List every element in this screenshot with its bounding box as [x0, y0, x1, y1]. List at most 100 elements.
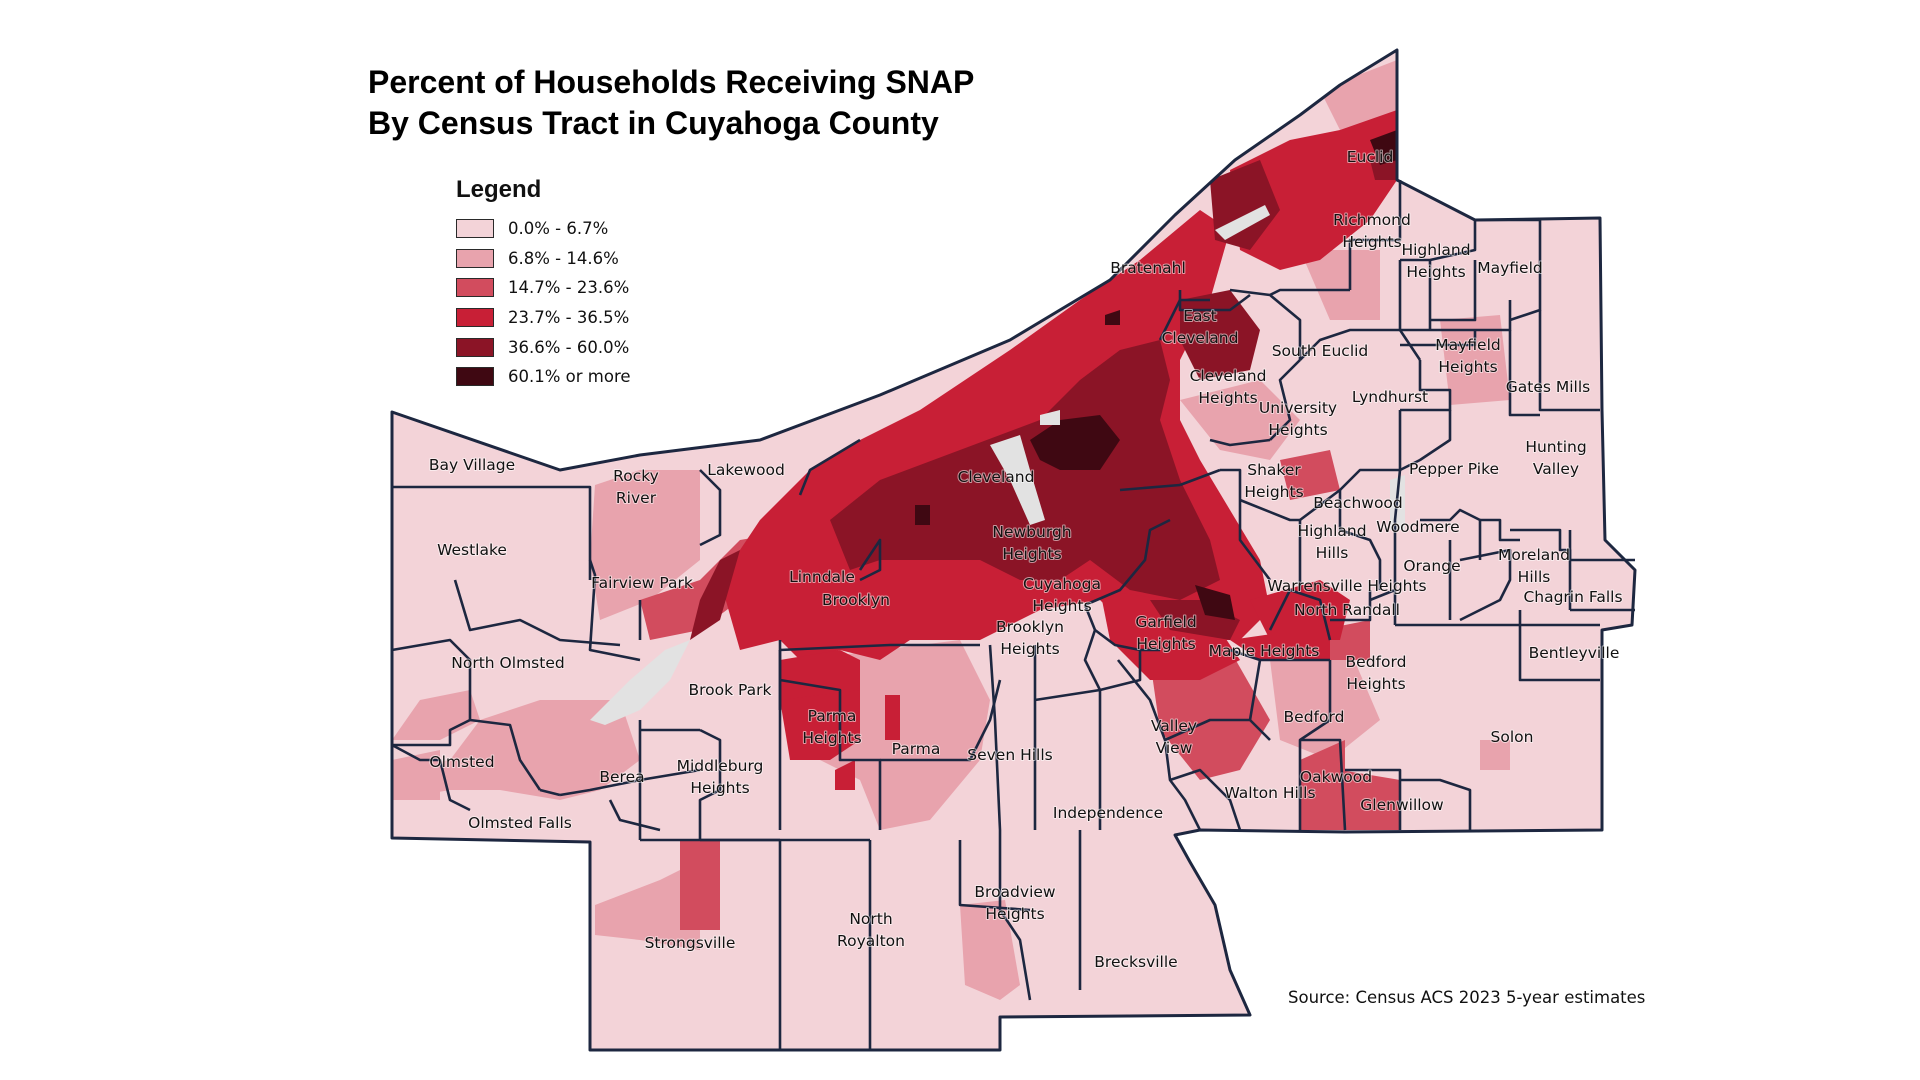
place-label: Shaker Heights — [1244, 461, 1303, 501]
place-label: South Euclid — [1272, 342, 1369, 360]
county-outline — [390, 48, 1637, 1052]
place-label: Westlake — [437, 541, 507, 559]
place-label-line: Cuyahoga — [1023, 575, 1101, 593]
tract-patch — [590, 470, 700, 620]
place-label-line: Strongsville — [645, 934, 736, 952]
place-label-line: East — [1183, 307, 1216, 325]
place-label: Mayfield — [1477, 259, 1543, 277]
place-label-line: Rocky — [613, 467, 659, 485]
place-label-line: River — [616, 489, 657, 507]
place-label: Woodmere — [1376, 518, 1459, 536]
tract-patch — [1340, 770, 1400, 830]
place-label-line: Broadview — [974, 883, 1056, 901]
place-label: Glenwillow — [1360, 796, 1444, 814]
place-label: Cuyahoga Heights — [1023, 575, 1101, 615]
place-label-line: Berea — [599, 768, 644, 786]
place-label-line: Heights — [1268, 421, 1327, 439]
place-label: Beachwood — [1313, 494, 1403, 512]
place-label: North Randall — [1294, 601, 1400, 619]
place-label: Lakewood — [707, 461, 785, 479]
place-label-line: Maple Heights — [1209, 642, 1320, 660]
no-data-area — [1040, 410, 1060, 425]
place-label-line: Heights — [1198, 389, 1257, 407]
tract-patch — [780, 650, 860, 700]
tract-patch — [392, 750, 440, 800]
place-label-line: Warrensville Heights — [1267, 577, 1426, 595]
place-label-line: Hills — [1316, 544, 1349, 562]
legend-swatch — [456, 219, 494, 239]
legend-swatch — [456, 367, 494, 387]
place-label-line: Beachwood — [1313, 494, 1403, 512]
place-label: Bratenahl — [1110, 259, 1186, 277]
no-data-area — [1215, 205, 1270, 240]
legend-label: 60.1% or more — [508, 367, 631, 387]
place-label-line: Brecksville — [1094, 953, 1177, 971]
tract-patch — [1280, 450, 1340, 500]
legend-row: 36.6% - 60.0% — [456, 332, 631, 362]
tract-patch — [1480, 740, 1510, 770]
place-label-line: Bentleyville — [1529, 644, 1620, 662]
place-label: Chagrin Falls — [1523, 588, 1622, 606]
place-label-line: Bay Village — [429, 456, 515, 474]
legend-swatch — [456, 248, 494, 268]
place-label-line: Mayfield — [1435, 336, 1501, 354]
legend-row: 23.7% - 36.5% — [456, 303, 631, 333]
map-title-line-1: Percent of Households Receiving SNAP — [368, 64, 975, 100]
tract-patch — [392, 690, 480, 740]
place-label-line: North Olmsted — [451, 654, 564, 672]
place-label: Mayfield Heights — [1435, 336, 1501, 376]
place-label-line: Brook Park — [688, 681, 771, 699]
place-label-line: North — [849, 910, 892, 928]
place-label: Parma — [892, 740, 941, 758]
place-label-line: Middleburg — [677, 757, 764, 775]
place-label-line: Hills — [1518, 568, 1551, 586]
place-label: Rocky River — [613, 467, 659, 507]
place-label-line: Heights — [1032, 597, 1091, 615]
place-label: Maple Heights — [1209, 642, 1320, 660]
place-label-line: Solon — [1491, 728, 1534, 746]
tract-patch — [1100, 590, 1240, 680]
place-label: Brooklyn — [822, 591, 890, 609]
place-label-line: Westlake — [437, 541, 507, 559]
legend-label: 14.7% - 23.6% — [508, 278, 630, 298]
legend-swatch — [456, 308, 494, 328]
map-title-line-2: By Census Tract in Cuyahoga County — [368, 105, 939, 141]
place-label-line: Fairview Park — [591, 574, 693, 592]
place-label-line: Heights — [985, 905, 1044, 923]
legend-row: 14.7% - 23.6% — [456, 273, 631, 303]
place-label: Strongsville — [645, 934, 736, 952]
place-label-line: Garfield — [1135, 613, 1196, 631]
place-label: Moreland Hills — [1498, 546, 1570, 586]
place-label-line: Heights — [690, 779, 749, 797]
legend: Legend 0.0% - 6.7% 6.8% - 14.6% 14.7% - … — [456, 176, 631, 392]
place-label-line: Heights — [1438, 358, 1497, 376]
place-label: Pepper Pike — [1409, 460, 1499, 478]
place-label-line: South Euclid — [1272, 342, 1369, 360]
place-label: Gates Mills — [1506, 378, 1591, 396]
place-label-line: Heights — [1244, 483, 1303, 501]
place-label-line: Heights — [1342, 233, 1401, 251]
place-label: Seven Hills — [967, 746, 1053, 764]
place-label: Bedford Heights — [1346, 653, 1407, 693]
legend-row: 60.1% or more — [456, 362, 631, 392]
place-label-line: Moreland — [1498, 546, 1570, 564]
place-label: Garfield Heights — [1135, 613, 1196, 653]
place-label-line: Mayfield — [1477, 259, 1543, 277]
place-label: University Heights — [1259, 399, 1337, 439]
no-data-area — [590, 640, 690, 725]
municipal-boundaries — [391, 180, 1635, 1050]
place-label-line: Olmsted Falls — [468, 814, 572, 832]
place-label: Solon — [1491, 728, 1534, 746]
place-label-line: North Randall — [1294, 601, 1400, 619]
place-label-line: Brooklyn — [996, 618, 1064, 636]
place-label-line: Oakwood — [1300, 768, 1372, 786]
place-label: Berea — [599, 768, 644, 786]
tract-patch — [595, 860, 700, 950]
place-label: Orange — [1403, 557, 1460, 575]
place-label: Bentleyville — [1529, 644, 1620, 662]
place-label: Warrensville Heights — [1267, 577, 1426, 595]
legend-label: 36.6% - 60.0% — [508, 337, 630, 357]
tract-patch — [960, 900, 1020, 1000]
place-label: Middleburg Heights — [677, 757, 764, 797]
